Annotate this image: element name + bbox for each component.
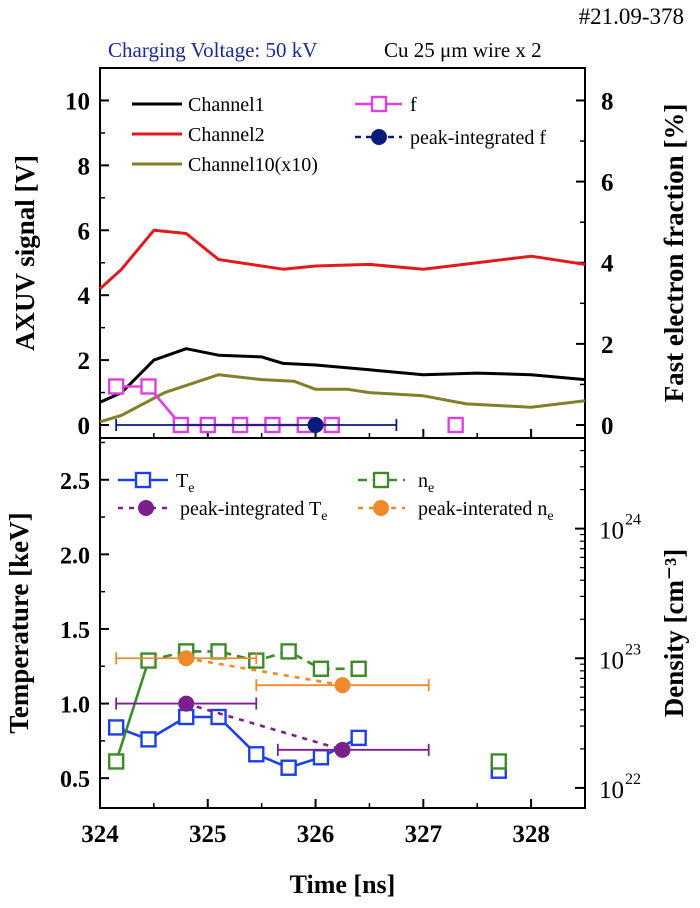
f-marker [107,378,125,395]
top-left-ytick-label: 10 [65,88,90,115]
legend-marker-peak-ne [373,500,389,516]
bottom-left-ytick-label: 2.5 [60,469,90,495]
peak_ne-marker [334,677,351,694]
top-left-ytick-label: 0 [78,413,91,440]
legend-label-channel10: Channel10(x10) [188,154,318,176]
bottom-right-ytick-label: 10 [599,777,624,804]
ne-marker [490,753,507,770]
bottom-right-ytick-exponent: 22 [625,771,641,788]
legend-marker-peak-f [371,129,387,145]
top-left-ytick-label: 4 [78,283,91,310]
legend-label-peak-ne: peak-interated ne [418,498,554,524]
peak_ne-series-line [185,657,343,687]
series-line-channel10 [99,373,586,424]
bottom-xtick-label: 328 [512,821,550,848]
top-right-ytick-label: 8 [601,88,614,115]
peak_te-marker [334,741,351,758]
bottom-right-ytick-exponent: 23 [625,641,641,658]
series-line-channel2 [98,228,586,290]
charging-voltage: Charging Voltage: 50 kV [108,38,318,62]
te-marker [178,708,195,726]
bottom-left-axis-title: Temperature [keV] [4,512,34,733]
peak-f-marker [307,417,324,434]
top-plot-frame [99,67,586,439]
top-right-ytick-label: 2 [601,332,614,359]
bottom-right-ytick-label: 10 [599,518,624,545]
top-left-ytick-label: 8 [78,153,91,180]
top-left-axis-title: AXUV signal [V] [10,155,40,351]
legend-label-channel1: Channel1 [188,94,265,116]
top-right-ytick-label: 6 [601,170,614,197]
ne-marker [107,753,125,770]
ne-marker [280,643,297,660]
f-marker [140,378,157,395]
ne-marker [210,643,227,660]
legend-label-channel2: Channel2 [188,124,265,146]
bottom-plot-frame [99,437,586,809]
bottom-xtick-label: 326 [297,821,335,848]
top-right-ytick-label: 4 [601,251,614,278]
te-marker [107,719,125,736]
series-line-channel1 [99,347,586,404]
top-right-ytick-label: 0 [601,413,614,440]
shot-id: #21.09-378 [578,4,684,29]
bottom-left-ytick-label: 2.0 [60,543,90,569]
te-marker [312,749,330,766]
bottom-left-ytick-label: 1.0 [60,693,90,719]
legend-label-ne: ne [418,470,434,496]
ne-marker [350,660,367,677]
top-left-ytick-label: 2 [78,348,91,375]
x-axis-title: Time [ns] [290,870,396,899]
ne-marker [140,652,157,669]
bottom-left-ytick-label: 0.5 [60,767,90,793]
legend-marker-ne [372,471,390,489]
f-marker [447,416,464,434]
bottom-xtick-label: 325 [189,821,227,848]
legend-label-peak-te: peak-integrated Te [180,498,327,524]
legend-marker-peak-te [138,500,154,516]
peak_te-marker [178,695,195,712]
bottom-xtick-label: 327 [405,821,443,848]
top-left-ytick-label: 6 [78,218,91,245]
legend-label-f: f [410,94,417,116]
wire-description: Cu 25 μm wire x 2 [384,38,542,62]
bottom-right-ytick-exponent: 24 [625,512,641,529]
top-right-axis-title: Fast electron fraction [%] [659,104,689,403]
peak_ne-marker [178,650,195,667]
legend-marker-f [370,95,388,113]
legend-label-te: Te [176,470,194,496]
peak_te-series-line [185,702,343,752]
bottom-right-ytick-label: 10 [599,647,624,674]
legend-marker-te [134,471,152,489]
ne-series-line [114,660,150,762]
bottom-left-ytick-label: 1.5 [60,618,90,644]
bottom-xtick-label: 324 [81,821,119,848]
legend-label-peak-f: peak-integrated f [410,127,546,149]
te-marker [350,729,367,747]
ne-marker [312,660,330,677]
te-marker [140,731,157,748]
te-marker [248,746,265,763]
bottom-right-axis-title: Density [cm⁻³] [659,549,689,718]
te-marker [280,759,297,776]
